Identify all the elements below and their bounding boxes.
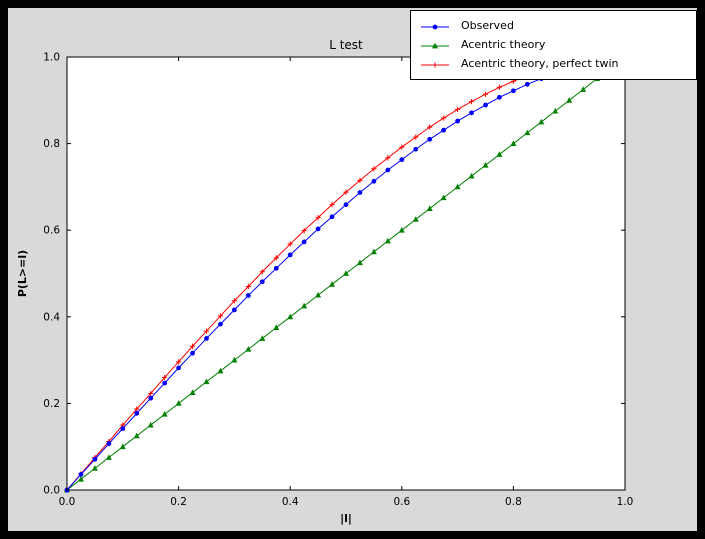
svg-text:L test: L test	[329, 38, 363, 52]
svg-text:0.6: 0.6	[393, 496, 410, 508]
svg-text:0.8: 0.8	[43, 138, 60, 150]
legend-label-acentric-theory: Acentric theory	[461, 38, 546, 51]
svg-text:0.4: 0.4	[43, 311, 60, 323]
svg-text:0.0: 0.0	[43, 485, 60, 497]
chart-canvas: L test |l| P(L>=l) 0.0 0.2 0.4 0.6 0.8 1.0 0.0 0.2…	[16, 38, 634, 525]
legend-label-perfect-twin: Acentric theory, perfect twin	[461, 57, 619, 70]
legend: Observed Acentric theory Acentric theory…	[410, 10, 697, 80]
svg-text:1.0: 1.0	[43, 52, 60, 64]
svg-text:0.8: 0.8	[505, 496, 522, 508]
svg-text:0.0: 0.0	[59, 496, 76, 508]
svg-text:1.0: 1.0	[617, 496, 634, 508]
legend-line-sample-observed	[419, 19, 451, 33]
legend-line-sample-perfect-twin	[419, 57, 451, 71]
svg-text:P(L>=l): P(L>=l)	[16, 250, 29, 297]
svg-text:0.2: 0.2	[43, 398, 60, 410]
legend-line-sample-acentric-theory	[419, 38, 451, 52]
legend-item-observed: Observed	[419, 16, 688, 35]
legend-label-observed: Observed	[461, 19, 514, 32]
figure: L test |l| P(L>=l) 0.0 0.2 0.4 0.6 0.8 1.0 0.0 0.2…	[8, 8, 697, 531]
legend-item-acentric-theory: Acentric theory	[419, 35, 688, 54]
legend-item-perfect-twin: Acentric theory, perfect twin	[419, 54, 688, 73]
svg-text:0.2: 0.2	[170, 496, 187, 508]
svg-text:|l|: |l|	[340, 512, 352, 525]
svg-text:0.6: 0.6	[43, 225, 60, 237]
svg-text:0.4: 0.4	[282, 496, 299, 508]
